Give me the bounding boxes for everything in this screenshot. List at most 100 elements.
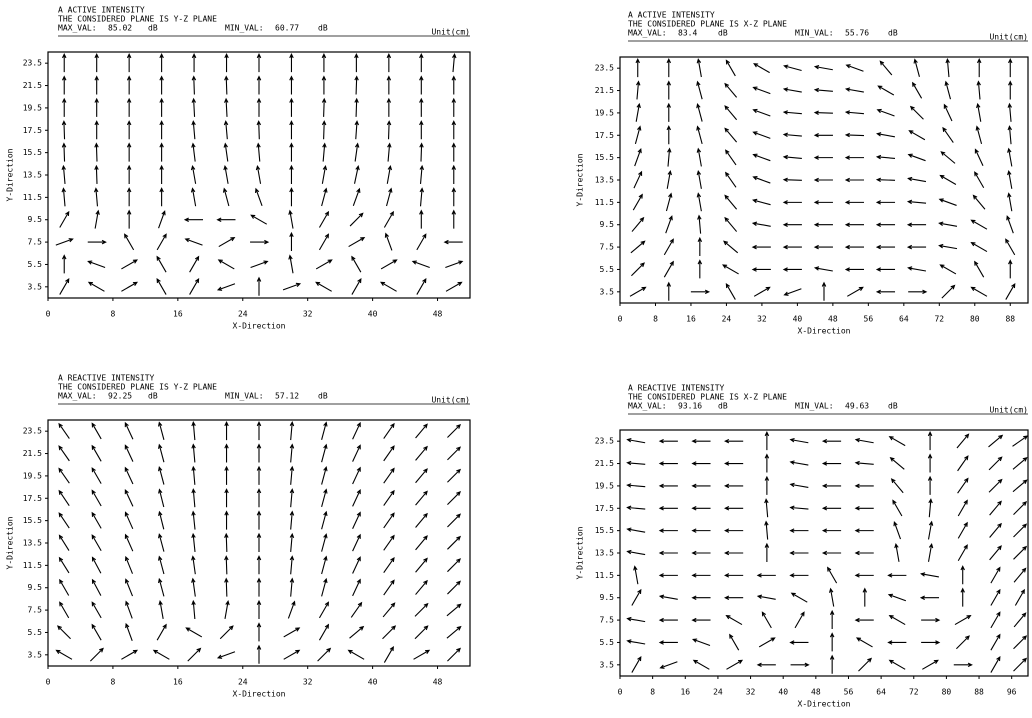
max-value: 92.25	[108, 392, 132, 401]
vector-arrow	[724, 506, 744, 511]
vector-arrow	[665, 215, 673, 234]
vector-arrow	[724, 528, 744, 533]
vector-arrow	[957, 455, 969, 472]
vector-arrow	[626, 527, 646, 533]
vector-arrow	[61, 52, 67, 73]
vector-arrow	[386, 164, 393, 184]
vector-arrow	[844, 267, 864, 272]
vector-arrow	[383, 422, 395, 439]
panel-subtitle: THE CONSIDERED PLANE IS Y-Z PLANE	[58, 15, 217, 24]
min-label: MIN_VAL:	[795, 402, 834, 411]
x-tick-label: 64	[899, 315, 909, 324]
vector-arrow	[254, 187, 263, 206]
vector-arrow	[988, 478, 1003, 493]
vector-arrow	[862, 587, 868, 607]
vector-arrow	[875, 222, 896, 227]
x-tick-label: 32	[746, 688, 756, 697]
vector-arrow	[158, 510, 165, 530]
vector-arrow	[256, 420, 262, 441]
vector-arrow	[354, 52, 359, 73]
x-axis-label: X-Direction	[233, 322, 286, 331]
vector-arrow	[783, 288, 802, 296]
vector-arrow	[764, 475, 770, 495]
vector-arrow	[158, 210, 166, 229]
vector-arrow	[944, 80, 952, 100]
vector-arrow	[751, 267, 771, 272]
vector-arrow	[321, 510, 328, 530]
vector-arrow	[927, 430, 933, 451]
vector-arrow	[256, 532, 262, 552]
vector-arrow	[191, 555, 196, 575]
vector-arrow	[256, 443, 262, 463]
x-axis-label: X-Direction	[233, 690, 286, 699]
vector-arrow	[875, 289, 896, 295]
vector-arrow	[223, 164, 229, 184]
vector-arrow	[126, 52, 132, 73]
vector-arrow	[751, 221, 771, 227]
vector-arrow	[635, 57, 640, 78]
vector-arrow	[191, 443, 196, 463]
vector-arrow	[953, 662, 973, 668]
vector-arrow	[415, 468, 428, 484]
min-unit: dB	[888, 29, 898, 38]
vector-arrow	[829, 609, 835, 630]
vector-arrow	[844, 244, 864, 250]
vector-arrow	[189, 255, 200, 273]
vector-arrow	[125, 622, 133, 642]
panel-title: A REACTIVE INTENSITY	[58, 374, 155, 383]
vector-arrow	[451, 142, 457, 162]
min-label: MIN_VAL:	[225, 24, 264, 33]
vector-arrow	[752, 131, 771, 139]
x-tick-label: 24	[722, 315, 732, 324]
vector-arrow	[725, 171, 737, 188]
vector-arrow	[1013, 612, 1027, 628]
vector-arrow	[94, 164, 99, 184]
vector-arrow	[383, 579, 395, 596]
vector-arrow	[752, 175, 771, 184]
vector-arrow	[942, 126, 954, 143]
vector-arrow	[416, 277, 427, 295]
y-tick-label: 13.5	[23, 539, 42, 548]
vector-arrow	[1005, 282, 1016, 300]
y-tick-label: 17.5	[23, 126, 42, 135]
vector-arrow	[957, 544, 968, 562]
vector-arrow	[697, 259, 703, 279]
vector-arrow	[349, 212, 364, 227]
vector-arrow	[663, 238, 674, 256]
vector-arrow	[89, 647, 104, 662]
vector-arrow	[990, 633, 1001, 651]
vector-arrow	[724, 550, 744, 556]
vector-arrow	[451, 120, 457, 140]
vector-arrow	[692, 659, 710, 670]
vector-arrow	[1007, 147, 1013, 167]
vector-arrow	[158, 443, 165, 463]
vector-arrow	[158, 600, 164, 619]
vector-arrow	[921, 640, 941, 645]
vector-arrow	[990, 611, 1001, 629]
vector-arrow	[352, 444, 361, 462]
x-tick-label: 80	[942, 688, 952, 697]
vector-arrow	[156, 255, 167, 273]
y-axis-label: Y-Direction	[576, 153, 585, 206]
vector-arrow	[887, 573, 907, 578]
vector-arrow	[875, 177, 896, 183]
vector-arrow	[666, 80, 672, 100]
vector-arrow	[159, 75, 164, 95]
vector-arrow	[289, 120, 294, 140]
vector-arrow	[184, 238, 203, 246]
vector-arrow	[782, 132, 802, 138]
y-tick-label: 3.5	[28, 650, 43, 659]
vector-arrow	[451, 164, 457, 184]
vector-arrow	[289, 142, 294, 162]
vector-arrow	[821, 281, 827, 301]
vector-arrow	[318, 623, 330, 641]
vector-arrow	[159, 164, 164, 184]
vector-arrow	[289, 421, 295, 441]
vector-arrow	[256, 555, 262, 575]
vector-arrow	[696, 80, 703, 100]
vector-arrow	[159, 52, 164, 73]
vector-arrow	[724, 105, 738, 121]
x-tick-label: 40	[778, 688, 788, 697]
vector-arrow	[321, 187, 328, 207]
vector-arrow	[383, 467, 395, 484]
